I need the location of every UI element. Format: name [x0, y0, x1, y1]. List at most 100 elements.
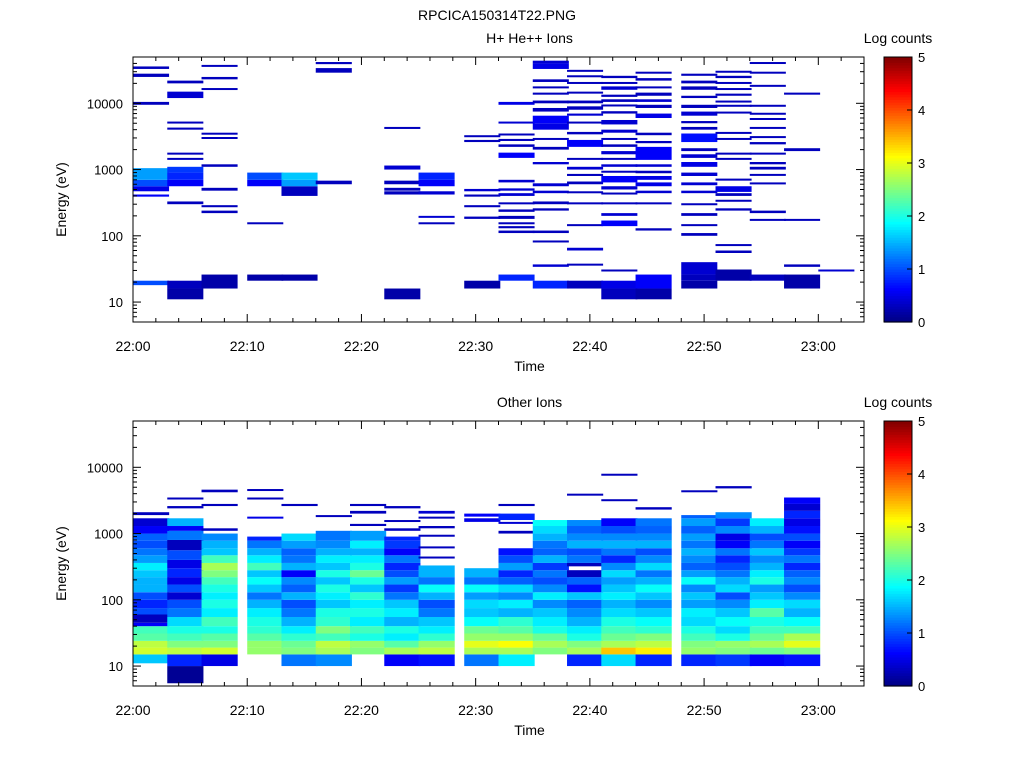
heatmap-cell — [167, 626, 204, 634]
heatmap-cell — [681, 73, 718, 76]
heatmap-cell — [567, 139, 604, 147]
heatmap-cell — [532, 201, 569, 205]
heatmap-cell — [384, 536, 421, 541]
colorbar-step — [884, 152, 912, 156]
heatmap-cell — [601, 75, 638, 79]
colorbar-step — [884, 587, 912, 592]
colorbar-step — [884, 239, 912, 244]
colorbar-step — [884, 648, 912, 653]
heatmap-cell — [133, 66, 170, 69]
heatmap-cell — [601, 99, 638, 102]
heatmap-cell — [384, 577, 421, 585]
heatmap-cell — [601, 654, 638, 667]
heatmap-cell — [715, 70, 752, 73]
colorbar-step — [884, 468, 912, 472]
heatmap-cell — [350, 592, 387, 600]
heatmap-cell — [133, 194, 170, 197]
heatmap-cell — [201, 533, 238, 541]
heatmap-cell — [749, 274, 786, 281]
colorbar-step — [884, 300, 912, 305]
colorbar-step — [884, 492, 912, 496]
y-tick-label: 10000 — [87, 460, 123, 475]
heatmap-cell — [567, 617, 604, 627]
heatmap-cell — [498, 555, 535, 563]
heatmap-cell — [464, 513, 501, 517]
heatmap-cell — [784, 533, 821, 541]
x-axis: 22:00 22:10 22:20 22:30 22:40 22:50 23:00 — [115, 421, 865, 718]
heatmap-cell — [532, 647, 569, 655]
heatmap-cell — [281, 179, 318, 187]
heatmap-cell — [681, 80, 718, 84]
colorbar-step — [884, 529, 912, 533]
heatmap-cell — [167, 577, 204, 585]
heatmap-cell — [418, 565, 455, 578]
heatmap-cell — [418, 191, 455, 195]
heatmap-cell — [167, 559, 204, 569]
heatmap-cell — [498, 144, 535, 147]
heatmap-cell — [167, 530, 204, 540]
heatmap-cell — [635, 633, 672, 641]
heatmap-cell — [350, 633, 387, 641]
colorbar-step — [884, 245, 912, 249]
heatmap-cell — [384, 608, 421, 617]
heatmap-cell — [532, 240, 569, 243]
heatmap-cell — [749, 182, 786, 185]
x-tick-label: 22:10 — [230, 338, 265, 354]
heatmap-cell — [749, 218, 786, 221]
colorbar-step — [884, 516, 912, 520]
heatmap-cell — [133, 608, 170, 615]
heatmap-cell — [201, 76, 238, 80]
heatmap-cell — [498, 521, 535, 524]
heatmap-cell — [384, 562, 421, 571]
heatmap-cell — [715, 186, 752, 192]
heatmap-cell — [281, 584, 318, 593]
heatmap-cell — [784, 274, 821, 289]
heatmap-cell — [418, 617, 455, 627]
heatmap-cell — [498, 101, 535, 105]
colorbar-step — [884, 553, 912, 557]
heatmap-cell — [784, 540, 821, 549]
heatmap-cell — [133, 168, 170, 180]
heatmap-cell — [201, 88, 238, 91]
heatmap-cell — [715, 152, 752, 155]
heatmap-cell — [167, 568, 204, 578]
colorbar-step — [884, 572, 912, 576]
heatmap-cell — [247, 540, 284, 549]
heatmap-cell — [532, 230, 569, 234]
heatmap-cell — [315, 617, 352, 627]
heatmap-cell — [635, 132, 672, 136]
heatmap-cell — [532, 633, 569, 641]
colorbar-step — [884, 253, 912, 257]
colorbar-step — [884, 603, 912, 608]
heatmap-cell — [133, 584, 170, 593]
colorbar-label: Log counts — [864, 394, 933, 410]
heatmap-cell — [681, 608, 718, 617]
heatmap-cell — [681, 533, 718, 541]
heatmap-cell — [464, 205, 501, 208]
heatmap-cell — [247, 570, 284, 578]
heatmap-cell — [601, 633, 638, 641]
heatmap-cell — [384, 570, 421, 578]
heatmap-cell — [315, 548, 352, 556]
colorbar-step — [884, 231, 912, 236]
heatmap-cell — [315, 654, 352, 667]
heatmap-cell — [532, 608, 569, 617]
colorbar-step — [884, 208, 912, 212]
heatmap-cell — [532, 548, 569, 556]
colorbar-step — [884, 91, 912, 95]
heatmap-cell — [784, 647, 821, 655]
colorbar-step — [884, 319, 912, 323]
heatmap-cell — [201, 640, 238, 648]
heatmap-cell — [167, 633, 204, 641]
heatmap-cell — [464, 577, 501, 585]
heatmap-cell — [601, 119, 638, 125]
heatmap-cell — [247, 179, 284, 187]
y-axis: 10 100 1000 10000 — [87, 420, 864, 687]
heatmap-cell — [532, 640, 569, 648]
x-axis-label: Time — [514, 722, 545, 738]
colorbar-step — [884, 574, 912, 578]
x-tick-label: 22:50 — [687, 338, 722, 354]
heatmap-cell — [635, 202, 672, 205]
heatmap-cell — [167, 647, 204, 655]
heatmap-cell — [567, 577, 604, 585]
